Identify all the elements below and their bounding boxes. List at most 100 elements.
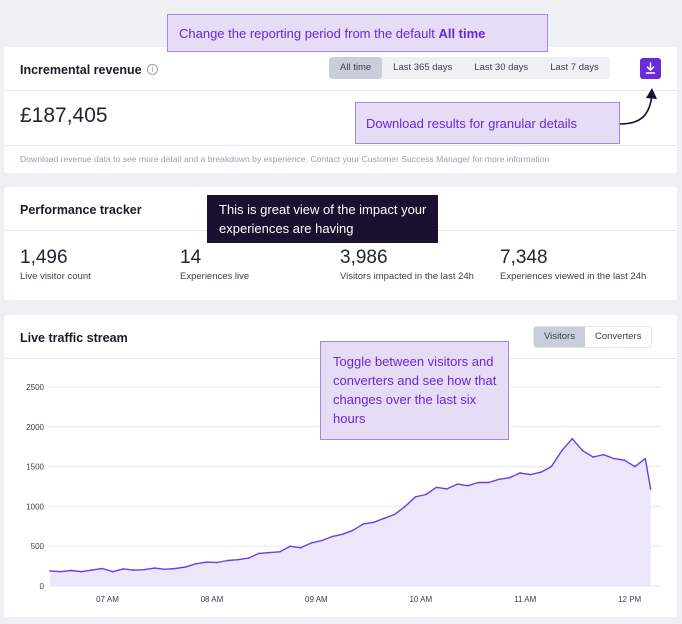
performance-tracker-title: Performance tracker bbox=[20, 203, 142, 217]
period-last-365-days-button[interactable]: Last 365 days bbox=[393, 62, 453, 73]
visitors-data-point bbox=[467, 484, 469, 487]
callout-arrow-icon bbox=[619, 88, 657, 125]
visitors-data-point bbox=[59, 570, 62, 573]
x-tick-label: 09 AM bbox=[305, 595, 328, 604]
metric-label: Experiences viewed in the last 24h bbox=[500, 271, 647, 282]
visitors-data-point bbox=[529, 473, 532, 476]
visitors-data-point bbox=[164, 568, 166, 571]
visitors-data-point bbox=[613, 457, 615, 460]
visitors-data-point bbox=[649, 488, 652, 490]
visitors-data-point bbox=[634, 465, 636, 468]
visitors-data-point bbox=[80, 570, 83, 573]
download-button[interactable] bbox=[640, 58, 661, 79]
impact-callout: This is great view of the impact your ex… bbox=[207, 195, 438, 243]
visitors-data-point bbox=[143, 568, 145, 571]
visitors-data-point bbox=[571, 437, 574, 440]
metric-visitors-impacted: 3,986 Visitors impacted in the last 24h bbox=[340, 247, 474, 282]
card-divider bbox=[4, 145, 677, 146]
visitors-data-point bbox=[258, 552, 260, 555]
visitors-data-point bbox=[435, 486, 438, 489]
visitors-data-point bbox=[519, 472, 521, 474]
info-icon[interactable]: i bbox=[147, 64, 158, 75]
y-tick-label: 0 bbox=[40, 582, 45, 591]
callout-bold-text: All time bbox=[438, 26, 486, 41]
metric-value: 7,348 bbox=[500, 247, 548, 268]
period-last-7-days-button[interactable]: Last 7 days bbox=[550, 62, 599, 73]
incremental-revenue-value: £187,405 bbox=[20, 104, 108, 127]
toggle-visitors-button[interactable]: Visitors bbox=[534, 327, 585, 347]
visitors-data-point bbox=[560, 449, 563, 452]
period-all-time-button[interactable]: All time bbox=[329, 57, 383, 79]
live-traffic-chart: 0 500 1000 1500 2000 2500 07 AM 08 AM 09 AM 10 AM… bbox=[26, 383, 661, 604]
visitors-data-point bbox=[456, 483, 459, 485]
revenue-download-note: Download revenue data to see more detail… bbox=[20, 154, 550, 164]
live-traffic-stream-title: Live traffic stream bbox=[20, 331, 128, 345]
y-tick-label: 500 bbox=[31, 542, 45, 551]
visitors-data-point bbox=[91, 569, 93, 571]
toggle-converters-button[interactable]: Converters bbox=[584, 327, 652, 347]
visitors-data-point bbox=[550, 465, 553, 468]
callout-text: Change the reporting period from the def… bbox=[179, 26, 439, 41]
metric-live-visitor-count: 1,496 Live visitor count bbox=[20, 247, 91, 282]
download-callout: Download results for granular details bbox=[355, 102, 620, 144]
visitors-data-point bbox=[174, 567, 177, 570]
incremental-revenue-title: Incremental revenue bbox=[20, 63, 142, 77]
visitors-data-point bbox=[644, 457, 647, 460]
y-tick-label: 2000 bbox=[26, 423, 44, 432]
visitors-data-point bbox=[122, 568, 124, 570]
visitors-data-point bbox=[352, 529, 354, 532]
metric-experiences-viewed: 7,348 Experiences viewed in the last 24h bbox=[500, 247, 646, 282]
y-tick-label: 1500 bbox=[26, 463, 44, 472]
visitors-data-point bbox=[216, 561, 218, 564]
x-tick-label: 08 AM bbox=[201, 595, 224, 604]
card-divider bbox=[4, 90, 677, 91]
visitors-data-point bbox=[320, 539, 323, 542]
visitors-data-point bbox=[414, 496, 417, 498]
reporting-period-selector: All time Last 365 days Last 30 days Last… bbox=[329, 57, 610, 79]
visitors-data-point bbox=[299, 546, 302, 549]
visitors-data-point bbox=[373, 521, 375, 524]
metric-value: 14 bbox=[180, 247, 202, 268]
visitors-area bbox=[50, 438, 651, 586]
visitors-data-point bbox=[404, 505, 406, 508]
visitors-data-point bbox=[226, 559, 229, 562]
visitors-data-point bbox=[540, 471, 542, 473]
metric-value: 1,496 bbox=[20, 247, 68, 268]
download-icon bbox=[645, 62, 656, 74]
toggle-callout: Toggle between visitors and converters a… bbox=[320, 341, 509, 440]
x-tick-label: 10 AM bbox=[409, 595, 432, 604]
visitors-data-point bbox=[195, 562, 198, 565]
visitors-data-point bbox=[247, 557, 250, 559]
x-tick-label: 11 AM bbox=[514, 595, 536, 604]
visitors-data-point bbox=[111, 570, 114, 573]
metric-value: 3,986 bbox=[340, 247, 388, 268]
visitors-data-point bbox=[341, 533, 344, 536]
visitors-data-point bbox=[592, 456, 594, 458]
visitors-data-point bbox=[205, 561, 208, 563]
metric-experiences-live: 14 Experiences live bbox=[180, 247, 249, 282]
visitors-data-point bbox=[446, 488, 448, 490]
visitors-data-point bbox=[362, 523, 365, 525]
metric-label: Live visitor count bbox=[20, 271, 91, 282]
y-tick-label: 1000 bbox=[26, 502, 44, 511]
visitors-data-point bbox=[581, 449, 584, 452]
visitors-data-point bbox=[49, 570, 51, 572]
visitors-data-point bbox=[310, 542, 312, 544]
visitors-data-point bbox=[623, 459, 626, 462]
visitors-data-point bbox=[289, 545, 292, 547]
metric-label: Visitors impacted in the last 24h bbox=[340, 271, 474, 282]
visitors-data-point bbox=[279, 550, 281, 553]
visitors-data-point bbox=[70, 569, 72, 572]
visitors-data-point bbox=[101, 567, 104, 570]
visitors-data-point bbox=[477, 481, 480, 484]
reporting-period-callout: Change the reporting period from the def… bbox=[167, 14, 548, 52]
visitors-data-point bbox=[425, 493, 427, 496]
x-tick-label: 07 AM bbox=[96, 595, 119, 604]
visitors-data-point bbox=[383, 517, 386, 520]
visitors-data-point bbox=[132, 569, 135, 571]
visitors-data-point bbox=[393, 513, 396, 516]
visitors-data-point bbox=[185, 566, 187, 568]
visitors-data-point bbox=[331, 535, 333, 538]
period-last-30-days-button[interactable]: Last 30 days bbox=[474, 62, 529, 73]
visitors-data-point bbox=[602, 453, 605, 456]
